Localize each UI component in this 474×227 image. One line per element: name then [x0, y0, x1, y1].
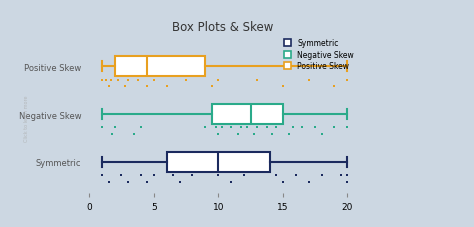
Point	[144, 85, 151, 89]
Point	[311, 126, 319, 130]
Point	[279, 180, 287, 184]
Point	[124, 79, 132, 82]
Point	[228, 180, 235, 184]
Point	[243, 126, 250, 130]
PathPatch shape	[212, 105, 283, 125]
Point	[214, 133, 222, 136]
Point	[130, 133, 138, 136]
Point	[344, 180, 351, 184]
Point	[137, 174, 145, 177]
Point	[105, 180, 112, 184]
Point	[124, 180, 132, 184]
Point	[285, 133, 293, 136]
Point	[102, 79, 110, 82]
Point	[331, 126, 338, 130]
Point	[234, 133, 241, 136]
Point	[344, 174, 351, 177]
Text: Click to learn more: Click to learn more	[24, 95, 28, 141]
Point	[118, 174, 125, 177]
Point	[169, 174, 177, 177]
Point	[189, 174, 196, 177]
Point	[111, 126, 119, 130]
Point	[253, 79, 261, 82]
Point	[182, 79, 190, 82]
Point	[98, 126, 106, 130]
Point	[144, 180, 151, 184]
Point	[201, 126, 209, 130]
Point	[150, 79, 157, 82]
Point	[269, 133, 276, 136]
Point	[344, 79, 351, 82]
Point	[289, 126, 297, 130]
Point	[264, 126, 271, 130]
Point	[251, 133, 258, 136]
Title: Box Plots & Skew: Box Plots & Skew	[172, 21, 273, 34]
Point	[212, 126, 219, 130]
Point	[98, 79, 106, 82]
Point	[228, 126, 235, 130]
Point	[219, 126, 226, 130]
Point	[214, 174, 222, 177]
Point	[208, 85, 216, 89]
PathPatch shape	[115, 57, 205, 77]
Point	[114, 79, 121, 82]
Point	[331, 85, 338, 89]
PathPatch shape	[167, 152, 270, 172]
Point	[279, 85, 287, 89]
Point	[135, 79, 142, 82]
Point	[109, 133, 116, 136]
Point	[253, 126, 261, 130]
Point	[292, 174, 300, 177]
Point	[121, 85, 129, 89]
Point	[318, 174, 325, 177]
Point	[163, 85, 171, 89]
Point	[137, 126, 145, 130]
Point	[273, 174, 280, 177]
Point	[305, 180, 312, 184]
Point	[214, 79, 222, 82]
Legend: Symmetric, Negative Skew, Positive Skew: Symmetric, Negative Skew, Positive Skew	[282, 37, 356, 73]
Point	[305, 79, 312, 82]
Point	[150, 174, 157, 177]
Point	[240, 174, 248, 177]
Point	[107, 79, 115, 82]
Point	[344, 126, 351, 130]
Point	[105, 85, 112, 89]
Point	[298, 126, 306, 130]
Point	[176, 180, 183, 184]
Point	[337, 174, 345, 177]
Point	[237, 126, 245, 130]
Point	[98, 174, 106, 177]
Point	[318, 133, 325, 136]
Point	[273, 126, 280, 130]
